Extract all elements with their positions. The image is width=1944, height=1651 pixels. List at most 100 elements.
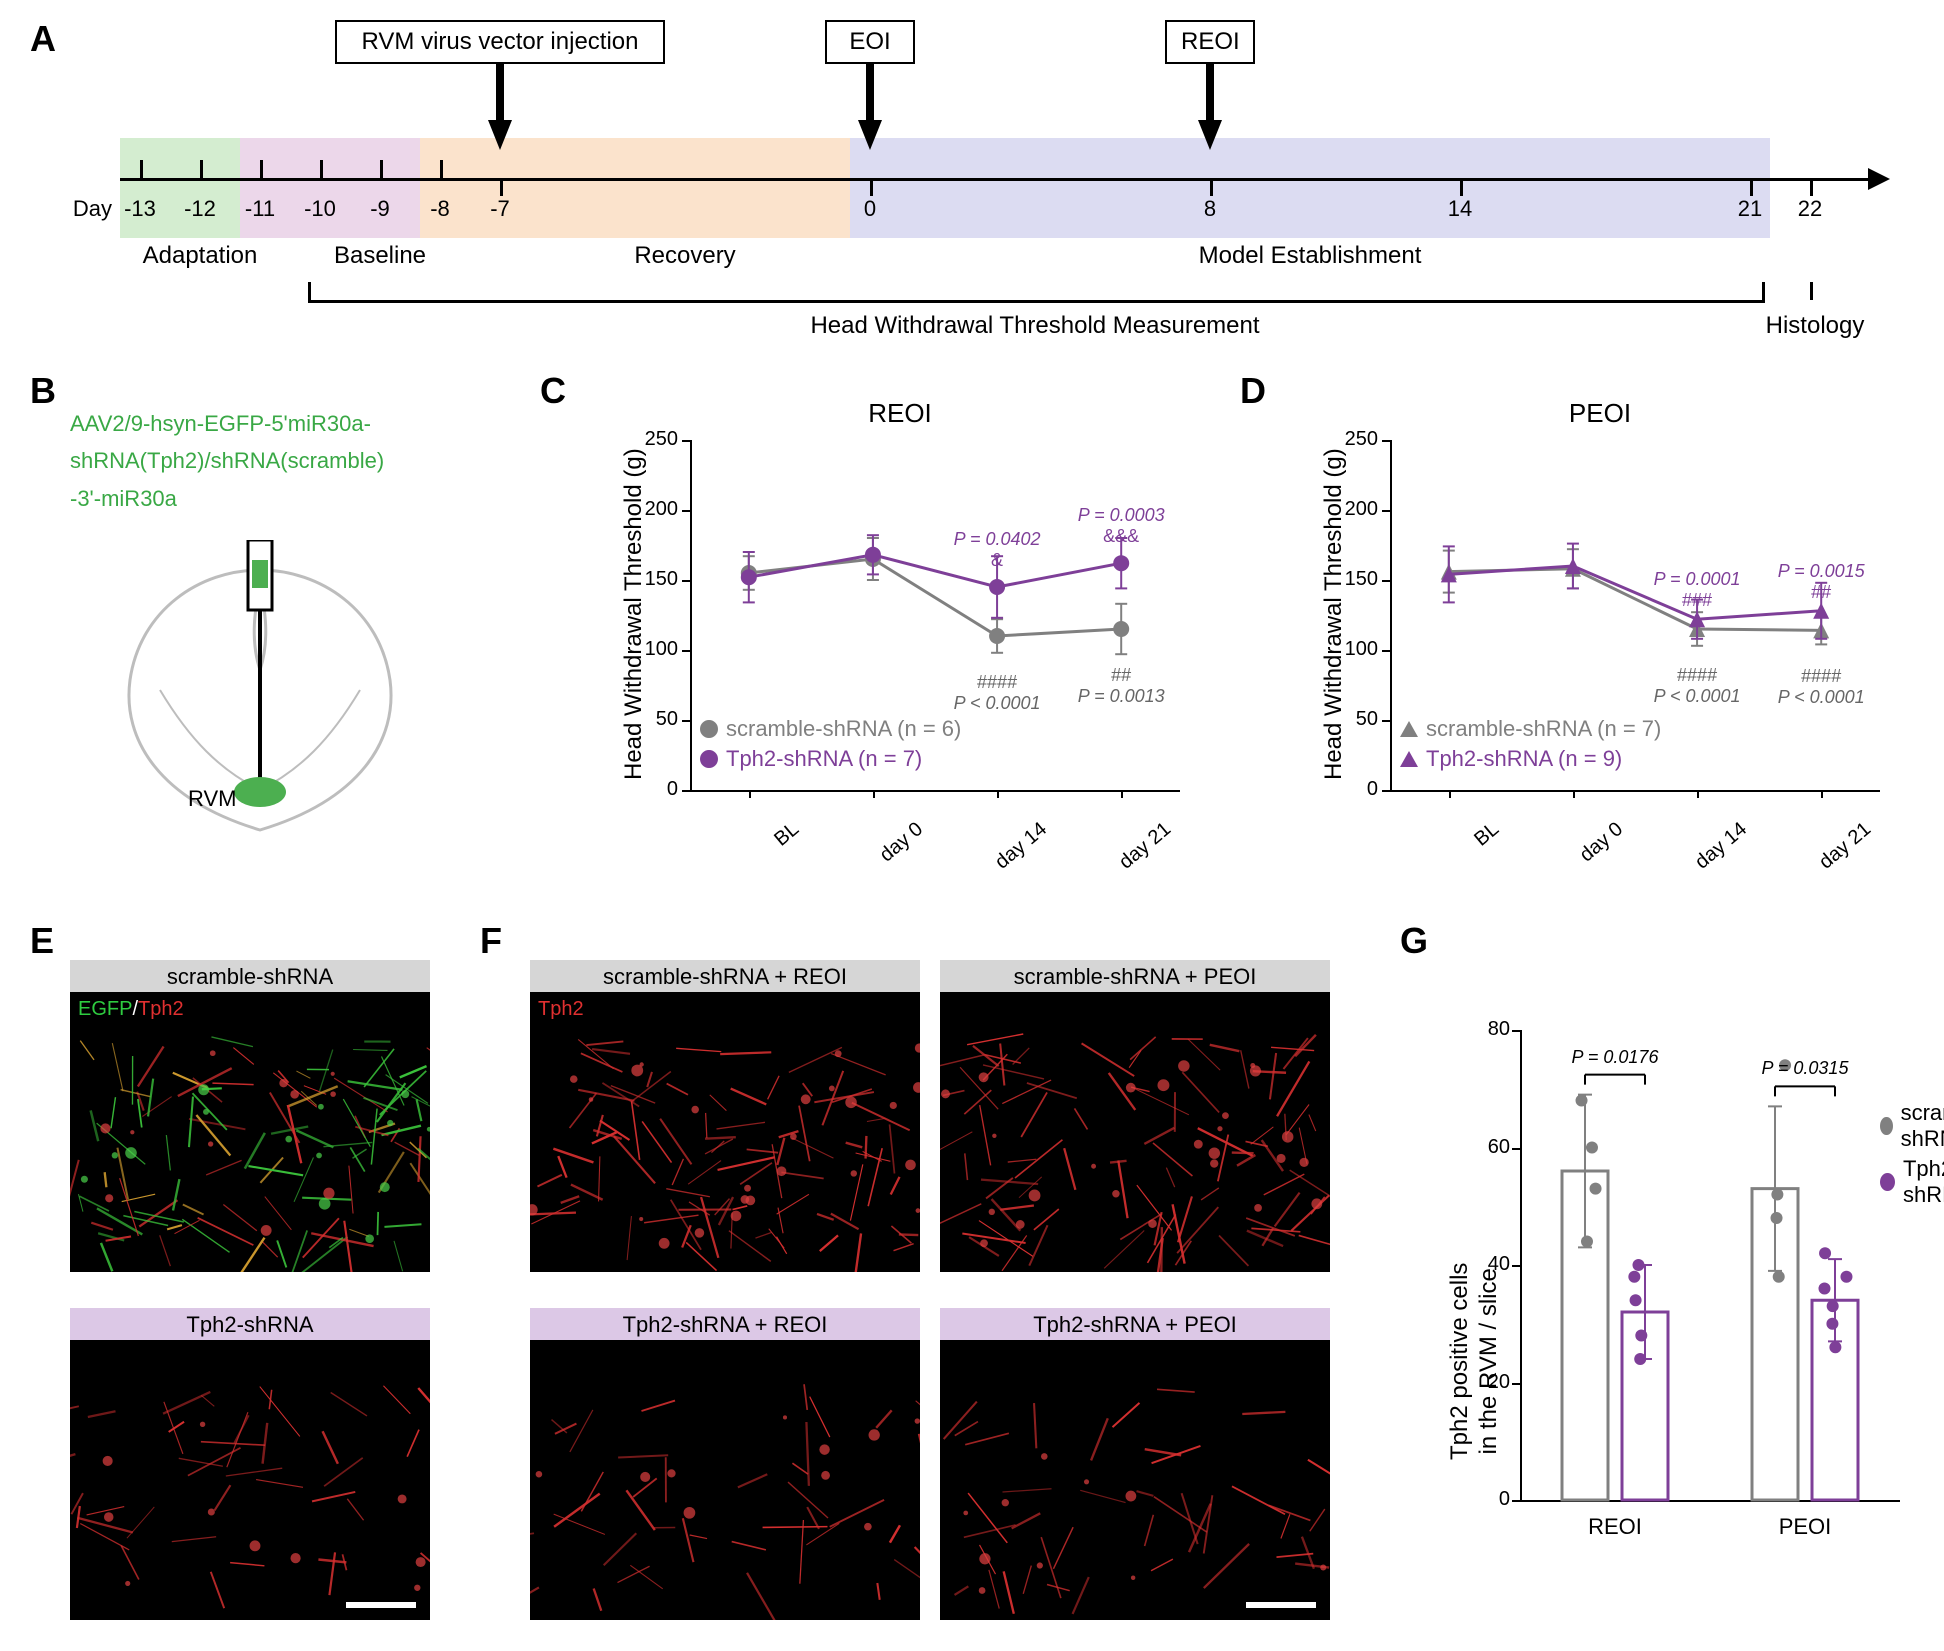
day-row-label: Day — [62, 196, 112, 222]
chart-legend: scramble-shRNA (n = 6) Tph2-shRNA (n = 7) — [700, 716, 961, 776]
micro-label: Tph2-shRNA + REOI — [530, 1308, 920, 1342]
micro-label: scramble-shRNA + REOI — [530, 960, 920, 994]
channel-tag: Tph2 — [538, 998, 584, 1021]
event-arrowhead — [1198, 120, 1222, 150]
micro-label: scramble-shRNA — [70, 960, 430, 994]
day-label: -8 — [420, 196, 460, 222]
group-label: PEOI — [1710, 1514, 1900, 1540]
band-model — [850, 138, 1770, 238]
rvm-label: RVM — [188, 786, 237, 812]
rvm-svg — [100, 540, 420, 840]
tick-day — [870, 178, 873, 196]
timeline-arrowhead — [1868, 168, 1890, 190]
event-box-eoi: EOI — [825, 20, 915, 64]
legend-text: scramble-shRNA (n = 6) — [726, 716, 961, 742]
bracket-v — [1762, 282, 1765, 300]
chart-svg — [600, 390, 1200, 910]
legend-text: Tph2-shRNA — [1903, 1156, 1944, 1208]
event-arrow-inj — [496, 64, 504, 122]
panel-label-d: D — [1240, 370, 1266, 412]
p-annotation: ####P < 0.0001 — [942, 672, 1052, 714]
tick-day — [260, 160, 263, 178]
band-label-recovery: Recovery — [530, 242, 840, 270]
hw-label: Head Withdrawal Threshold Measurement — [308, 312, 1762, 340]
panel-label-g: G — [1400, 920, 1428, 962]
legend-text: Tph2-shRNA (n = 7) — [726, 746, 922, 772]
micro-label: Tph2-shRNA + PEOI — [940, 1308, 1330, 1342]
legend-marker — [1880, 1117, 1893, 1135]
band-label-model: Model Establishment — [1070, 242, 1550, 270]
chart-g: 020406080Tph2 positive cellsin the RVM /… — [1440, 970, 1910, 1570]
chart-svg — [1300, 390, 1900, 910]
day-label: -13 — [120, 196, 160, 222]
micrograph — [940, 992, 1330, 1272]
micrograph — [940, 1340, 1330, 1620]
legend-item: Tph2-shRNA — [1880, 1156, 1944, 1208]
legend-item: Tph2-shRNA (n = 7) — [700, 746, 961, 772]
day-label: 14 — [1440, 196, 1480, 222]
panel-e: scramble-shRNAEGFP/Tph2Tph2-shRNA — [70, 960, 440, 1620]
scale-bar — [346, 1602, 416, 1608]
tick-day — [200, 160, 203, 178]
panel-label-a: A — [30, 18, 56, 60]
tick-day — [140, 160, 143, 178]
day-label: 22 — [1790, 196, 1830, 222]
chart-legend: scramble-shRNA (n = 7) Tph2-shRNA (n = 9) — [1400, 716, 1661, 776]
day-label: 21 — [1730, 196, 1770, 222]
day-label: -11 — [240, 196, 280, 222]
tick-day — [1210, 178, 1213, 196]
virus-l2: shRNA(Tph2)/shRNA(scramble) — [70, 442, 384, 479]
panel-a-timeline: -13-12-11-10-9-8-708142122DayAdaptationB… — [110, 20, 1890, 340]
scale-bar — [1246, 1602, 1316, 1608]
figure-root: A B C D E F G -13-12-11-10-9-8-708142122… — [0, 0, 1944, 1651]
panel-label-b: B — [30, 370, 56, 412]
event-box-inj: RVM virus vector injection — [335, 20, 665, 64]
p-annotation: ####P < 0.0001 — [1766, 666, 1876, 708]
legend-text: scramble-shRNA (n = 7) — [1426, 716, 1661, 742]
tick-day — [1460, 178, 1463, 196]
micro-label: scramble-shRNA + PEOI — [940, 960, 1330, 994]
panel-label-c: C — [540, 370, 566, 412]
legend-text: scramble-shRNA — [1901, 1100, 1944, 1152]
rvm-diagram: RVM — [100, 540, 420, 840]
virus-l3: -3'-miR30a — [70, 480, 384, 517]
micrograph — [530, 1340, 920, 1620]
event-arrowhead — [858, 120, 882, 150]
day-label: -7 — [480, 196, 520, 222]
event-arrow-reoi — [1206, 64, 1214, 122]
band-recovery — [420, 138, 890, 238]
band-label-baseline: Baseline — [310, 242, 450, 270]
tick-day — [500, 178, 503, 196]
p-annotation: ####P < 0.0001 — [1642, 665, 1752, 707]
tick-day — [440, 160, 443, 178]
micrograph — [70, 1340, 430, 1620]
day-label: -9 — [360, 196, 400, 222]
legend-item: scramble-shRNA (n = 6) — [700, 716, 961, 742]
tick-day — [380, 160, 383, 178]
legend-marker — [1400, 751, 1418, 767]
legend-marker — [1880, 1173, 1895, 1191]
bracket-h — [308, 300, 1765, 303]
day-label: -12 — [180, 196, 220, 222]
p-annotation: P = 0.0402& — [942, 529, 1052, 571]
legend-item: scramble-shRNA — [1880, 1100, 1944, 1152]
virus-l1: AAV2/9-hsyn-EGFP-5'miR30a- — [70, 405, 384, 442]
event-arrow-eoi — [866, 64, 874, 122]
p-annotation: P = 0.0001### — [1642, 569, 1752, 611]
bracket-v — [308, 282, 311, 300]
tick-day — [320, 160, 323, 178]
day-label: -10 — [300, 196, 340, 222]
histology-tick — [1810, 282, 1813, 300]
p-annotation: P = 0.0003&&& — [1066, 505, 1176, 547]
day-label: 0 — [850, 196, 890, 222]
panel-label-e: E — [30, 920, 54, 962]
chart-c: REOI050100150200250BLday 0day 14day 21He… — [600, 390, 1200, 910]
p-value: P = 0.0176 — [1565, 1047, 1665, 1068]
band-label-adapt: Adaptation — [130, 242, 270, 270]
legend-marker — [700, 750, 718, 768]
legend-marker — [700, 720, 718, 738]
virus-construct-text: AAV2/9-hsyn-EGFP-5'miR30a- shRNA(Tph2)/s… — [70, 405, 384, 517]
channel-tag: EGFP/Tph2 — [78, 998, 184, 1021]
group-label: REOI — [1520, 1514, 1710, 1540]
legend-text: Tph2-shRNA (n = 9) — [1426, 746, 1622, 772]
